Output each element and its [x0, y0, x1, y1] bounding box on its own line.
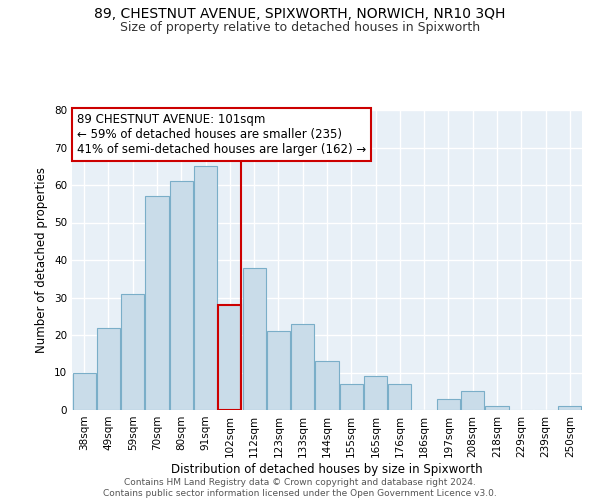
Bar: [97, 328, 120, 410]
Bar: [121, 294, 144, 410]
Bar: [194, 166, 217, 410]
Bar: [388, 384, 412, 410]
X-axis label: Distribution of detached houses by size in Spixworth: Distribution of detached houses by size …: [171, 462, 483, 475]
Bar: [170, 181, 193, 410]
Bar: [461, 391, 484, 410]
Bar: [242, 268, 266, 410]
Bar: [316, 361, 338, 410]
Bar: [218, 305, 241, 410]
Bar: [340, 384, 363, 410]
Bar: [145, 196, 169, 410]
Bar: [73, 372, 95, 410]
Bar: [437, 399, 460, 410]
Bar: [485, 406, 509, 410]
Text: 89, CHESTNUT AVENUE, SPIXWORTH, NORWICH, NR10 3QH: 89, CHESTNUT AVENUE, SPIXWORTH, NORWICH,…: [94, 8, 506, 22]
Bar: [364, 376, 387, 410]
Y-axis label: Number of detached properties: Number of detached properties: [35, 167, 49, 353]
Bar: [267, 331, 290, 410]
Text: 89 CHESTNUT AVENUE: 101sqm
← 59% of detached houses are smaller (235)
41% of sem: 89 CHESTNUT AVENUE: 101sqm ← 59% of deta…: [77, 113, 367, 156]
Bar: [291, 324, 314, 410]
Text: Size of property relative to detached houses in Spixworth: Size of property relative to detached ho…: [120, 21, 480, 34]
Bar: [559, 406, 581, 410]
Text: Contains HM Land Registry data © Crown copyright and database right 2024.
Contai: Contains HM Land Registry data © Crown c…: [103, 478, 497, 498]
